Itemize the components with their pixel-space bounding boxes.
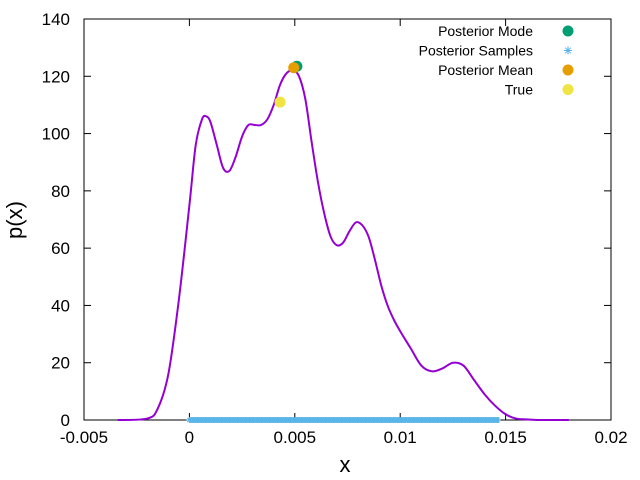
sample-marker xyxy=(446,417,453,423)
x-tick-label: 0.02 xyxy=(594,428,627,447)
y-tick-label: 140 xyxy=(42,10,70,29)
y-tick-label: 0 xyxy=(61,411,70,430)
legend-label: Posterior Mode xyxy=(438,23,533,39)
sample-marker xyxy=(374,417,381,423)
legend-label: True xyxy=(505,82,533,98)
sample-marker xyxy=(338,417,345,423)
legend-marker xyxy=(562,84,574,95)
legend-marker xyxy=(562,64,574,76)
sample-marker xyxy=(234,417,241,423)
sample-marker xyxy=(238,417,245,423)
legend-marker xyxy=(564,46,572,55)
sample-marker xyxy=(478,417,485,423)
sample-marker xyxy=(230,417,237,423)
posterior-mean-marker xyxy=(288,62,300,74)
y-tick-label: 120 xyxy=(42,67,70,86)
x-tick-label: 0.01 xyxy=(384,428,417,447)
sample-marker xyxy=(442,417,449,423)
sample-marker xyxy=(218,417,225,423)
x-axis-title: x xyxy=(340,452,351,477)
plot-frame xyxy=(83,18,612,421)
y-tick-label: 20 xyxy=(51,354,70,373)
y-tick-label: 40 xyxy=(51,296,70,315)
sample-marker xyxy=(290,417,297,423)
sample-marker xyxy=(242,417,249,423)
sample-marker xyxy=(382,417,389,423)
posterior-samples xyxy=(186,417,501,423)
x-tick-label: 0 xyxy=(185,428,194,447)
sample-marker xyxy=(414,417,421,423)
y-tick-label: 80 xyxy=(51,182,70,201)
sample-marker xyxy=(406,417,413,423)
legend-label: Posterior Mean xyxy=(438,62,533,78)
sample-marker xyxy=(262,417,269,423)
sample-marker xyxy=(302,417,309,423)
sample-marker xyxy=(246,417,253,423)
x-tick-label: 0.015 xyxy=(484,428,527,447)
sample-marker xyxy=(402,417,409,423)
sample-marker xyxy=(494,417,501,423)
sample-marker xyxy=(298,417,305,423)
y-tick-label: 60 xyxy=(51,239,70,258)
sample-marker xyxy=(390,417,397,423)
sample-marker xyxy=(398,417,405,423)
density-curve xyxy=(117,69,569,422)
legend-label: Posterior Samples xyxy=(419,43,533,59)
x-tick-label: 0.005 xyxy=(274,428,317,447)
legend: Posterior Mode Posterior Samples Posterior… xyxy=(419,23,574,98)
x-tick-label: -0.005 xyxy=(60,428,108,447)
true-marker xyxy=(274,96,286,108)
sample-marker xyxy=(198,417,205,423)
point-markers xyxy=(274,60,303,108)
y-axis-title: p(x) xyxy=(2,201,27,239)
legend-marker xyxy=(562,25,574,37)
axis-ticks xyxy=(83,18,612,421)
x-tick-labels: -0.005 0 0.005 0.01 0.015 0.02 xyxy=(60,428,628,447)
sample-marker xyxy=(226,417,233,423)
y-tick-labels: 0 20 40 60 80 100 120 140 xyxy=(42,10,70,430)
y-tick-label: 100 xyxy=(42,125,70,144)
sample-marker xyxy=(422,417,429,423)
